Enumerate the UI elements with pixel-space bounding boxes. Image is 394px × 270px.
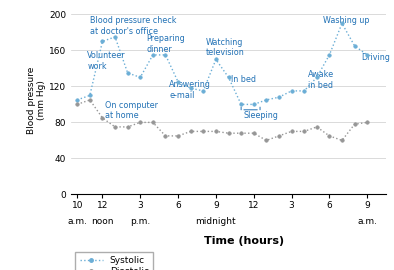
- Text: Preparing
dinner: Preparing dinner: [147, 34, 185, 54]
- Text: midnight: midnight: [195, 217, 236, 226]
- Text: Answering
e-mail: Answering e-mail: [169, 80, 211, 100]
- Text: Driving: Driving: [361, 53, 390, 62]
- Legend: Systolic, Diastolic: Systolic, Diastolic: [75, 252, 153, 270]
- Text: a.m.: a.m.: [67, 217, 87, 226]
- Text: a.m.: a.m.: [357, 217, 377, 226]
- Text: Blood pressure check
at doctor's office: Blood pressure check at doctor's office: [90, 16, 177, 41]
- Text: Washing up: Washing up: [323, 16, 370, 25]
- Text: Time (hours): Time (hours): [204, 236, 284, 246]
- Text: Watching
television: Watching television: [206, 38, 245, 58]
- Text: p.m.: p.m.: [130, 217, 151, 226]
- Text: Sleeping: Sleeping: [243, 111, 279, 120]
- Y-axis label: Blood pressure
(mm Hg): Blood pressure (mm Hg): [27, 66, 46, 134]
- Text: noon: noon: [91, 217, 114, 226]
- Text: Awake
in bed: Awake in bed: [308, 70, 334, 90]
- Text: Volunteer
work: Volunteer work: [87, 52, 126, 71]
- Text: On computer
at home: On computer at home: [105, 101, 158, 120]
- Text: In bed: In bed: [231, 75, 256, 84]
